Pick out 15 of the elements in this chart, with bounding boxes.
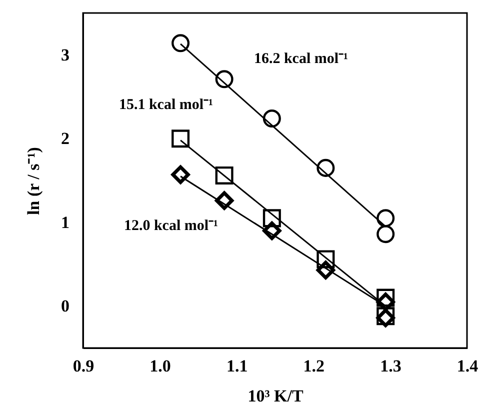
y-tick-label: 2: [61, 129, 70, 148]
y-tick-label: 0: [61, 296, 70, 316]
x-tick-label: 0.9: [72, 356, 94, 376]
annotation: 16.2 kcal mol⁻¹: [254, 51, 348, 67]
y-tick-label: 1: [61, 212, 70, 232]
x-tick-label: 1.4: [456, 356, 479, 376]
x-tick-label: 1.2: [303, 356, 325, 376]
x-tick-label: 1.0: [150, 356, 171, 376]
y-tick-label: 3: [61, 45, 70, 64]
annotation: 12.0 kcal mol⁻¹: [124, 218, 218, 234]
y-axis-title: ln (r / s⁻¹): [24, 147, 43, 215]
x-axis-title: 10³ K/T: [248, 386, 304, 406]
x-tick-label: 1.3: [380, 356, 402, 376]
annotation: 15.1 kcal mol⁻¹: [118, 97, 214, 113]
x-tick-label: 1.1: [226, 356, 248, 376]
